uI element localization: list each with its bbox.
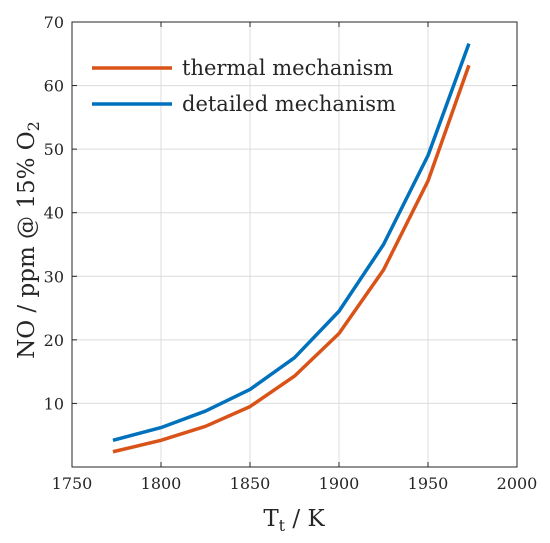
- axis-ticks: 1750 1800 1850 1900 1950 2000 10 20 30 40 50 60 70: [44, 13, 538, 493]
- y-tick-label: 50: [44, 140, 64, 159]
- x-axis-label-subscript: t: [279, 516, 286, 535]
- series-line-thermal: [112, 64, 471, 454]
- series-line-detailed: [112, 43, 471, 442]
- legend-label-detailed: detailed mechanism: [182, 92, 396, 116]
- legend: thermal mechanism detailed mechanism: [92, 56, 396, 116]
- legend-label-thermal: thermal mechanism: [182, 56, 393, 80]
- y-tick-label: 10: [44, 394, 64, 413]
- x-tick-label: 2000: [497, 474, 538, 493]
- x-tick-label: 1900: [319, 474, 360, 493]
- grid: [72, 22, 517, 467]
- y-axis-label-main: NO / ppm @ 15% O: [14, 131, 40, 359]
- y-tick-label: 20: [44, 331, 64, 350]
- x-axis-label-main: T: [263, 506, 279, 532]
- x-tick-label: 1800: [141, 474, 182, 493]
- x-axis-label-unit: / K: [285, 506, 325, 532]
- x-tick-label: 1950: [408, 474, 449, 493]
- y-axis-label-subscript: 2: [24, 121, 43, 131]
- y-tick-label: 40: [44, 204, 64, 223]
- series-lines: [112, 43, 471, 454]
- y-axis-label: NO / ppm @ 15% O2: [14, 121, 43, 359]
- y-tick-label: 30: [44, 267, 64, 286]
- x-tick-label: 1850: [230, 474, 271, 493]
- plot-frame: [71, 21, 518, 468]
- y-tick-label: 60: [44, 77, 64, 96]
- x-tick-label: 1750: [52, 474, 93, 493]
- y-tick-label: 70: [44, 13, 64, 32]
- x-axis-label: Tt / K: [263, 506, 325, 535]
